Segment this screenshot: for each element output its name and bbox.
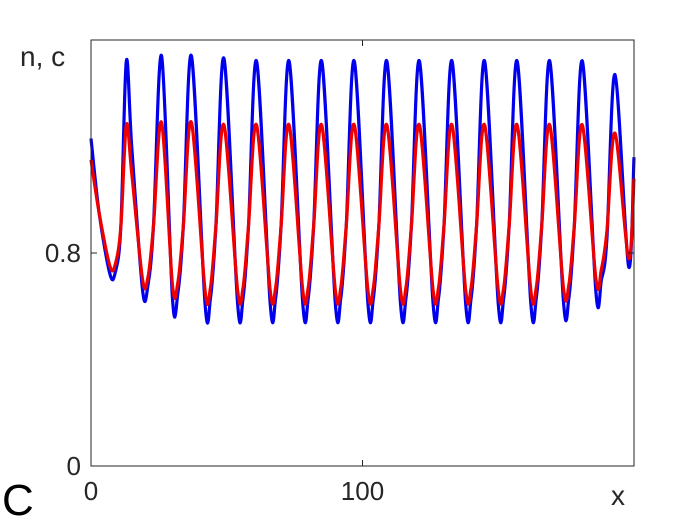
series-layer	[89, 53, 636, 325]
panel-label: C	[2, 476, 34, 525]
tick-layer: 0 100 0 0.8	[45, 40, 634, 506]
series-line-2	[89, 120, 636, 306]
x-tick-label: 0	[84, 476, 98, 506]
y-tick-label: 0	[67, 451, 81, 481]
y-axis-title: n, c	[20, 41, 65, 72]
x-tick-label: 100	[341, 476, 384, 506]
x-axis-title: x	[611, 480, 625, 511]
y-tick-label: 0.8	[45, 238, 81, 268]
